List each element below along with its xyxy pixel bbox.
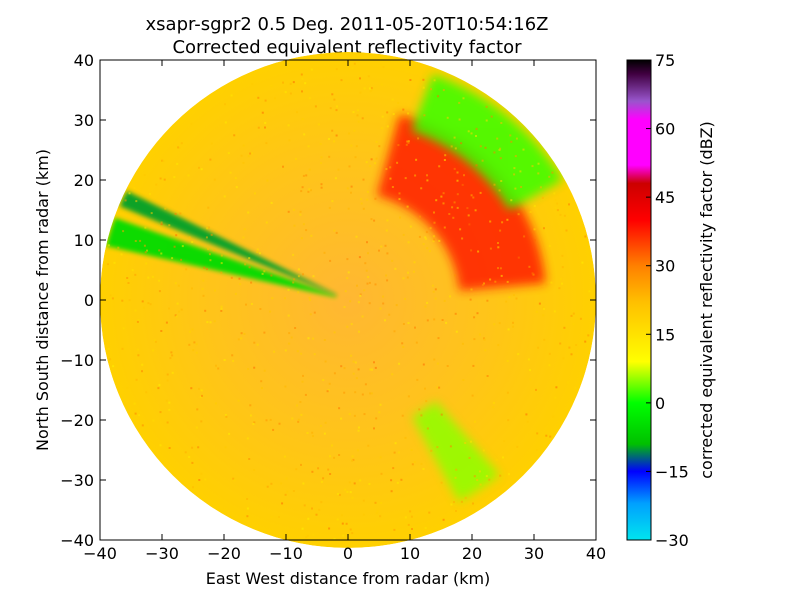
y-tick-label: 40 — [74, 51, 94, 70]
field-region-western-beam-blockage-1 — [106, 217, 337, 298]
x-tick-label: 0 — [343, 544, 353, 563]
field-region-northeast-band — [376, 114, 546, 291]
y-axis-label: North South distance from radar (km) — [33, 149, 52, 451]
y-tick-label: 20 — [74, 171, 94, 190]
field-region-northeast-edge-echo — [411, 74, 563, 210]
x-axis-label: East West distance from radar (km) — [206, 569, 491, 588]
y-tick-label: 0 — [84, 291, 94, 310]
colorbar-tick-label: −15 — [655, 462, 689, 481]
x-tick-label: 10 — [400, 544, 420, 563]
reflectivity-field — [100, 52, 596, 548]
x-tick-label: 30 — [524, 544, 544, 563]
x-tick-label: −20 — [207, 544, 241, 563]
colorbar — [626, 59, 652, 541]
y-tick-label: 30 — [74, 111, 94, 130]
x-tick-label: −30 — [145, 544, 179, 563]
chart-title-line2: Corrected equivalent reflectivity factor — [172, 37, 522, 58]
x-tick-label: 40 — [586, 544, 606, 563]
field-region-southeast-streak — [412, 401, 500, 502]
colorbar-tick-label: 15 — [655, 325, 675, 344]
y-tick-label: −10 — [60, 351, 94, 370]
colorbar-tick-label: 45 — [655, 188, 675, 207]
colorbar-tick-label: −30 — [655, 531, 689, 550]
colorbar-tick-label: 60 — [655, 120, 675, 139]
x-tick-label: −40 — [83, 544, 117, 563]
x-tick-label: 20 — [462, 544, 482, 563]
y-axis: −40 −30 −20 −10 0 10 20 30 40 — [60, 51, 596, 550]
y-tick-label: −20 — [60, 411, 94, 430]
colorbar-label: corrected equivalent reflectivity factor… — [697, 121, 716, 479]
field-speckle — [106, 62, 591, 542]
y-tick-label: 10 — [74, 231, 94, 250]
colorbar-tick-label: 30 — [655, 257, 675, 276]
field-background — [100, 52, 596, 548]
x-axis: −40 −30 −20 −10 0 10 20 30 40 — [83, 60, 606, 563]
colorbar-tick-label: 0 — [655, 394, 665, 413]
colorbar-tick-label: 75 — [655, 51, 675, 70]
chart-title-line1: xsapr-sgpr2 0.5 Deg. 2011-05-20T10:54:16… — [146, 14, 549, 35]
x-tick-label: −10 — [269, 544, 303, 563]
field-region-western-beam-blockage-2 — [119, 191, 337, 296]
colorbar-axis: −30 −15 0 15 30 45 60 75 — [646, 51, 689, 550]
y-tick-label: −30 — [60, 471, 94, 490]
y-tick-label: −40 — [60, 531, 94, 550]
